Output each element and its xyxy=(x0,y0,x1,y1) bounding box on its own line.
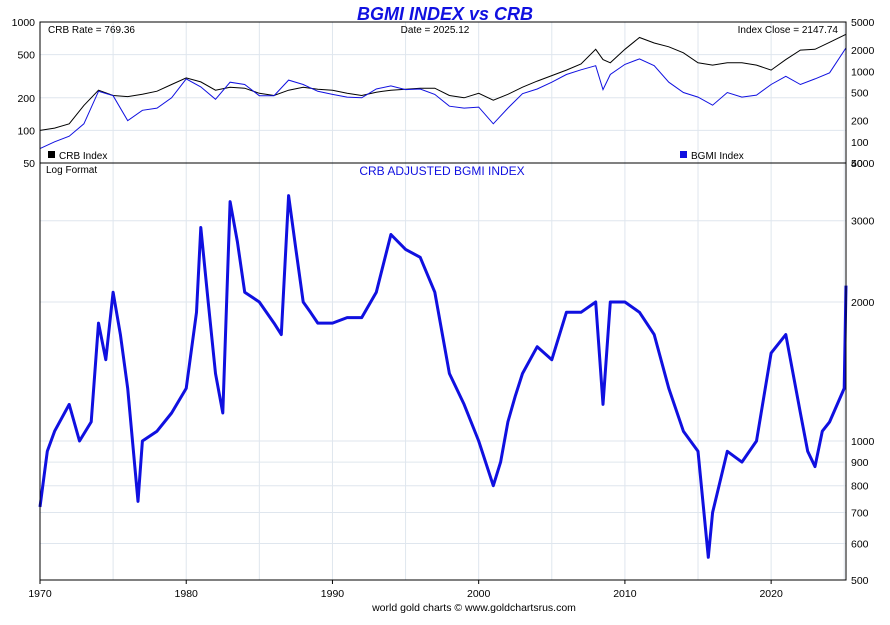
top-left-tick-label: 50 xyxy=(23,158,35,170)
top-right-tick-label: 50 xyxy=(851,158,863,170)
top-grid xyxy=(39,21,846,164)
top-right-tick-label: 1000 xyxy=(851,66,875,78)
bottom-right-tick-label: 2000 xyxy=(851,297,875,309)
legend-bgmi-swatch xyxy=(680,151,687,158)
x-tick-label: 1970 xyxy=(28,588,52,600)
top-right-tick-label: 200 xyxy=(851,116,869,128)
bottom-right-tick-label: 4000 xyxy=(851,158,875,170)
bottom-panel: CRB ADJUSTED BGMI INDEX Log Format 4000 3… xyxy=(28,158,874,600)
top-right-tick-label: 5000 xyxy=(851,17,875,29)
legend-crb-swatch xyxy=(48,151,55,158)
date-label: Date = 2025.12 xyxy=(401,25,470,36)
bottom-right-tick-label: 500 xyxy=(851,575,869,587)
top-left-tick-label: 500 xyxy=(17,50,35,62)
bottom-panel-frame xyxy=(39,162,847,581)
bottom-right-tick-label: 700 xyxy=(851,508,869,520)
top-right-axis: 5000 2000 1000 500 200 100 50 xyxy=(851,17,875,170)
bottom-right-tick-label: 600 xyxy=(851,538,869,550)
chart-title: BGMI INDEX vs CRB xyxy=(357,4,533,24)
legend-crb-label: CRB Index xyxy=(59,151,107,162)
bgmi-index-line xyxy=(39,47,847,150)
credit-text: world gold charts © www.goldchartsrus.co… xyxy=(371,602,576,614)
x-tick-label: 2010 xyxy=(613,588,637,600)
x-tick-label: 1980 xyxy=(175,588,199,600)
bottom-series xyxy=(38,194,848,559)
index-close-label: Index Close = 2147.74 xyxy=(738,25,839,36)
x-tick-label: 2020 xyxy=(759,588,783,600)
top-right-tick-label: 100 xyxy=(851,137,869,149)
bottom-right-tick-label: 900 xyxy=(851,457,869,469)
crb-index-line xyxy=(39,33,847,131)
bottom-right-tick-label: 1000 xyxy=(851,436,875,448)
crb-rate-label: CRB Rate = 769.36 xyxy=(48,25,135,36)
x-tick-label: 1990 xyxy=(321,588,345,600)
top-left-tick-label: 200 xyxy=(17,93,35,105)
bottom-right-axis: 4000 3000 2000 1000 900 800 700 600 500 xyxy=(851,158,875,587)
top-series xyxy=(39,33,847,150)
bottom-right-tick-label: 3000 xyxy=(851,216,875,228)
top-right-tick-label: 500 xyxy=(851,88,869,100)
top-right-tick-label: 2000 xyxy=(851,45,875,57)
top-left-axis: 1000 500 200 100 50 xyxy=(12,17,36,170)
top-left-tick-label: 1000 xyxy=(12,17,36,29)
bottom-right-tick-label: 800 xyxy=(851,481,869,493)
x-axis: 1970 1980 1990 2000 2010 2020 xyxy=(28,580,783,600)
top-panel: CRB Rate = 769.36 Date = 2025.12 Index C… xyxy=(12,17,875,170)
bottom-grid xyxy=(39,162,846,581)
x-tick-label: 2000 xyxy=(467,588,491,600)
bottom-title: CRB ADJUSTED BGMI INDEX xyxy=(359,164,524,178)
log-format-label: Log Format xyxy=(46,165,97,176)
top-left-tick-label: 100 xyxy=(17,125,35,137)
crb-adjusted-bgmi-line xyxy=(38,194,848,559)
legend-bgmi-label: BGMI Index xyxy=(691,151,744,162)
